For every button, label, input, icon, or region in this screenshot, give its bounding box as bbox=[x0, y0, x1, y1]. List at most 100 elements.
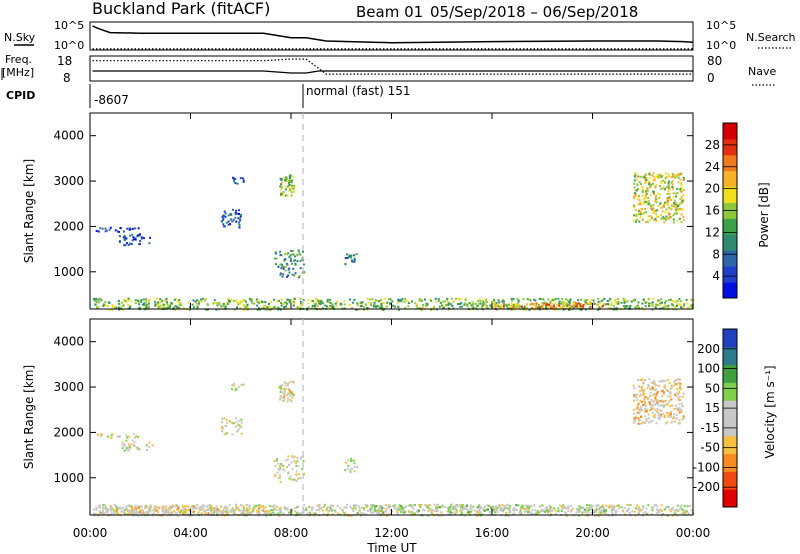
power-cell-1 bbox=[515, 303, 518, 306]
power-cell-0 bbox=[332, 305, 335, 308]
power-cell-0 bbox=[203, 299, 206, 302]
power-cell-2 bbox=[128, 228, 131, 231]
power-cell-0 bbox=[148, 305, 151, 308]
velocity-cell-2 bbox=[562, 504, 565, 507]
velocity-cell-0 bbox=[177, 514, 179, 517]
velocity-cell-0 bbox=[534, 509, 537, 512]
velocity-cell-8 bbox=[277, 477, 280, 480]
velocity-cell-10 bbox=[677, 409, 680, 411]
power-cell-0 bbox=[168, 306, 171, 309]
power-cell-9 bbox=[650, 183, 653, 186]
velocity-cell-0 bbox=[279, 510, 282, 513]
power-cell-0 bbox=[397, 305, 400, 308]
power-cell-9 bbox=[672, 221, 675, 224]
power-cell-1 bbox=[502, 305, 505, 308]
power-cell-0 bbox=[636, 304, 639, 307]
velocity-cell-5 bbox=[225, 418, 228, 421]
power-cell-3 bbox=[129, 242, 132, 245]
velocity-cell-8 bbox=[290, 478, 293, 481]
velocity-cell-4 bbox=[128, 449, 130, 452]
power-cell-0 bbox=[547, 306, 549, 309]
power-cell-9 bbox=[652, 212, 655, 214]
power-cell-7 bbox=[282, 273, 285, 276]
power-cell-8 bbox=[346, 257, 349, 260]
power-cell-0 bbox=[306, 308, 309, 311]
velocity-cell-3 bbox=[126, 436, 129, 439]
velocity-cell-0 bbox=[528, 509, 530, 512]
velocity-cell-0 bbox=[327, 512, 330, 515]
velocity-cell-0 bbox=[276, 505, 279, 508]
velocity-cell-10 bbox=[637, 417, 640, 420]
velocity-y-tick-label: 2000 bbox=[53, 425, 84, 439]
power-cell-0 bbox=[416, 303, 419, 306]
power-cell-1 bbox=[548, 303, 550, 306]
velocity-cell-7 bbox=[279, 386, 282, 389]
velocity-cell-0 bbox=[246, 510, 249, 513]
velocity-cell-4 bbox=[148, 446, 151, 449]
power-cell-9 bbox=[678, 217, 681, 220]
power-cell-0 bbox=[381, 307, 383, 310]
power-cell-5 bbox=[236, 182, 239, 185]
velocity-cell-2 bbox=[461, 505, 464, 508]
power-colorbar-tick-label: 8 bbox=[712, 247, 720, 261]
velocity-cell-0 bbox=[294, 509, 297, 512]
velocity-cell-1 bbox=[186, 505, 189, 508]
velocity-cell-0 bbox=[461, 504, 464, 506]
velocity-cell-10 bbox=[679, 384, 682, 387]
velocity-cell-8 bbox=[274, 474, 277, 476]
power-cell-0 bbox=[370, 302, 373, 305]
power-cell-0 bbox=[108, 301, 111, 304]
velocity-cell-1 bbox=[118, 506, 121, 509]
velocity-cell-2 bbox=[469, 504, 472, 507]
velocity-cell-10 bbox=[638, 419, 640, 422]
power-cell-0 bbox=[651, 301, 654, 304]
velocity-cell-2 bbox=[381, 507, 384, 510]
velocity-cell-0 bbox=[608, 506, 611, 509]
velocity-cell-8 bbox=[293, 455, 296, 458]
velocity-cell-0 bbox=[369, 510, 372, 512]
power-cell-0 bbox=[367, 307, 370, 310]
velocity-cell-2 bbox=[435, 507, 438, 510]
velocity-cell-8 bbox=[277, 468, 280, 471]
velocity-cell-1 bbox=[134, 505, 136, 508]
velocity-cell-2 bbox=[416, 510, 419, 513]
velocity-cell-0 bbox=[334, 511, 337, 513]
power-cell-0 bbox=[143, 304, 146, 307]
power-cell-9 bbox=[654, 209, 657, 212]
velocity-cell-7 bbox=[281, 384, 284, 387]
velocity-cell-0 bbox=[657, 510, 660, 513]
velocity-cell-0 bbox=[413, 512, 416, 515]
power-cell-0 bbox=[314, 304, 317, 307]
velocity-cell-0 bbox=[269, 512, 272, 515]
power-cell-3 bbox=[142, 237, 145, 240]
velocity-cell-0 bbox=[305, 506, 307, 509]
velocity-cell-8 bbox=[299, 457, 302, 460]
power-cell-4 bbox=[239, 217, 242, 220]
velocity-cell-2 bbox=[545, 505, 548, 508]
power-cell-0 bbox=[290, 298, 293, 301]
velocity-cell-10 bbox=[655, 398, 658, 401]
x-tick-label: 12:00 bbox=[374, 526, 409, 540]
velocity-cell-0 bbox=[354, 507, 357, 510]
power-cell-0 bbox=[457, 297, 460, 300]
power-cell-0 bbox=[545, 306, 547, 309]
velocity-cell-2 bbox=[366, 504, 369, 507]
velocity-cell-2 bbox=[603, 507, 606, 510]
velocity-cell-0 bbox=[279, 507, 282, 510]
velocity-cell-2 bbox=[612, 505, 615, 508]
velocity-cell-1 bbox=[193, 505, 196, 508]
velocity-cell-10 bbox=[659, 400, 662, 403]
power-cell-1 bbox=[542, 306, 545, 309]
power-cell-9 bbox=[682, 216, 685, 218]
velocity-cell-10 bbox=[636, 411, 639, 414]
power-cell-7 bbox=[284, 258, 287, 261]
velocity-cell-10 bbox=[650, 408, 653, 411]
velocity-cell-2 bbox=[383, 510, 386, 513]
power-cell-0 bbox=[154, 303, 157, 306]
velocity-cell-10 bbox=[637, 379, 640, 382]
velocity-cell-10 bbox=[657, 414, 660, 417]
velocity-cell-1 bbox=[192, 506, 195, 509]
velocity-cell-10 bbox=[675, 414, 678, 416]
power-cell-0 bbox=[479, 300, 482, 303]
power-cell-6 bbox=[293, 190, 296, 193]
